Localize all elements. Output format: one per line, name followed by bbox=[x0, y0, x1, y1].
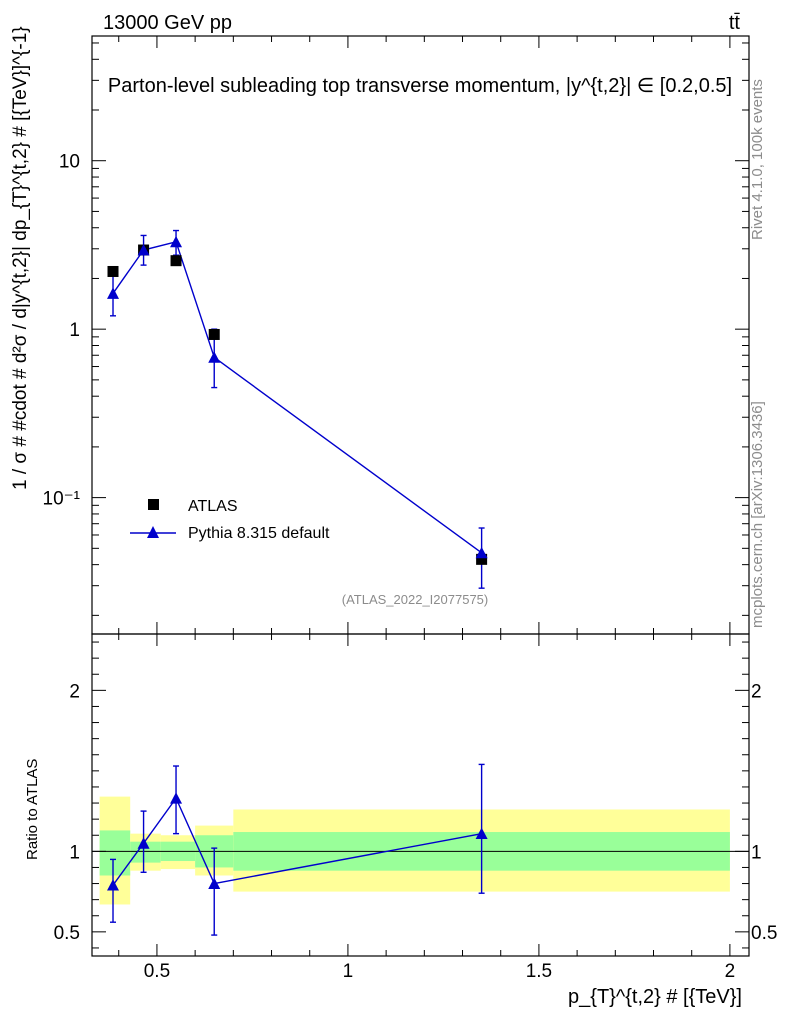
x-tick-label: 1.5 bbox=[526, 961, 552, 982]
main-y-tick-label: 10 bbox=[59, 152, 80, 173]
x-tick-label: 2 bbox=[725, 961, 736, 982]
ratio-mc-point bbox=[170, 792, 183, 804]
energy-label: 13000 GeV pp bbox=[103, 12, 232, 34]
legend-atlas-marker bbox=[148, 499, 159, 510]
process-label: tt̄ bbox=[729, 12, 741, 34]
site-label: mcplots.cern.ch [arXiv:1306.3436] bbox=[749, 401, 766, 628]
main-y-axis-label: 1 / σ # #cdot # d²σ / d|y^{t,2}| dp_{T}^… bbox=[10, 26, 31, 490]
mc-point bbox=[137, 244, 150, 256]
main-plot-marks bbox=[107, 229, 488, 589]
ratio-panel-frame bbox=[91, 633, 750, 957]
ratio-y-axis-label: Ratio to ATLAS bbox=[24, 759, 41, 860]
ratio-y-tick-label: 0.5 bbox=[54, 923, 80, 944]
x-tick-label: 1 bbox=[343, 961, 354, 982]
atlas-point bbox=[107, 265, 119, 277]
mc-point bbox=[107, 287, 120, 299]
ratio-mc-point bbox=[107, 879, 120, 891]
main-y-tick-label: 1 bbox=[69, 320, 80, 341]
ratio-mc-point bbox=[208, 877, 221, 889]
ratio-y-tick-label: 1 bbox=[69, 842, 80, 863]
main-panel-frame bbox=[91, 35, 750, 635]
ratio-plot-marks bbox=[107, 763, 488, 936]
x-tick-label: 0.5 bbox=[144, 961, 170, 982]
ratio-mc-point bbox=[475, 827, 488, 840]
ratio-y-tick-label-right: 0.5 bbox=[751, 923, 777, 944]
mc-point bbox=[208, 351, 221, 363]
atlas-point bbox=[208, 328, 220, 340]
x-axis-label: p_{T}^{t,2} # [{TeV}] bbox=[568, 986, 742, 1008]
mc-point bbox=[170, 235, 183, 248]
main-y-tick-label: 10⁻¹ bbox=[43, 489, 81, 510]
ratio-y-tick-label: 2 bbox=[69, 681, 80, 702]
mc-line bbox=[112, 240, 483, 554]
legend-mc-label: Pythia 8.315 default bbox=[188, 525, 330, 542]
uncertainty-bands bbox=[99, 796, 730, 905]
atlas-point bbox=[476, 553, 488, 565]
ratio-mc-point bbox=[137, 837, 150, 849]
analysis-id: (ATLAS_2022_I2077575) bbox=[342, 592, 488, 607]
ratio-y-tick-label-right: 2 bbox=[751, 681, 762, 702]
legend-mc-marker bbox=[147, 526, 159, 538]
ratio-y-tick-label-right: 1 bbox=[751, 842, 762, 863]
axis-tick-labels: 0.5 1 1.5 2 10 1 10⁻¹ 2 2 1 1 0.5 0.5 bbox=[43, 152, 778, 982]
legend: ATLAS Pythia 8.315 default bbox=[130, 498, 330, 542]
mc-point bbox=[475, 546, 488, 559]
atlas-point bbox=[170, 255, 182, 267]
plot-title: Parton-level subleading top transverse m… bbox=[108, 75, 732, 97]
legend-atlas-label: ATLAS bbox=[188, 498, 238, 515]
band-inner-1 bbox=[130, 841, 161, 863]
rivet-label: Rivet 4.1.0, 100k events bbox=[749, 79, 766, 240]
